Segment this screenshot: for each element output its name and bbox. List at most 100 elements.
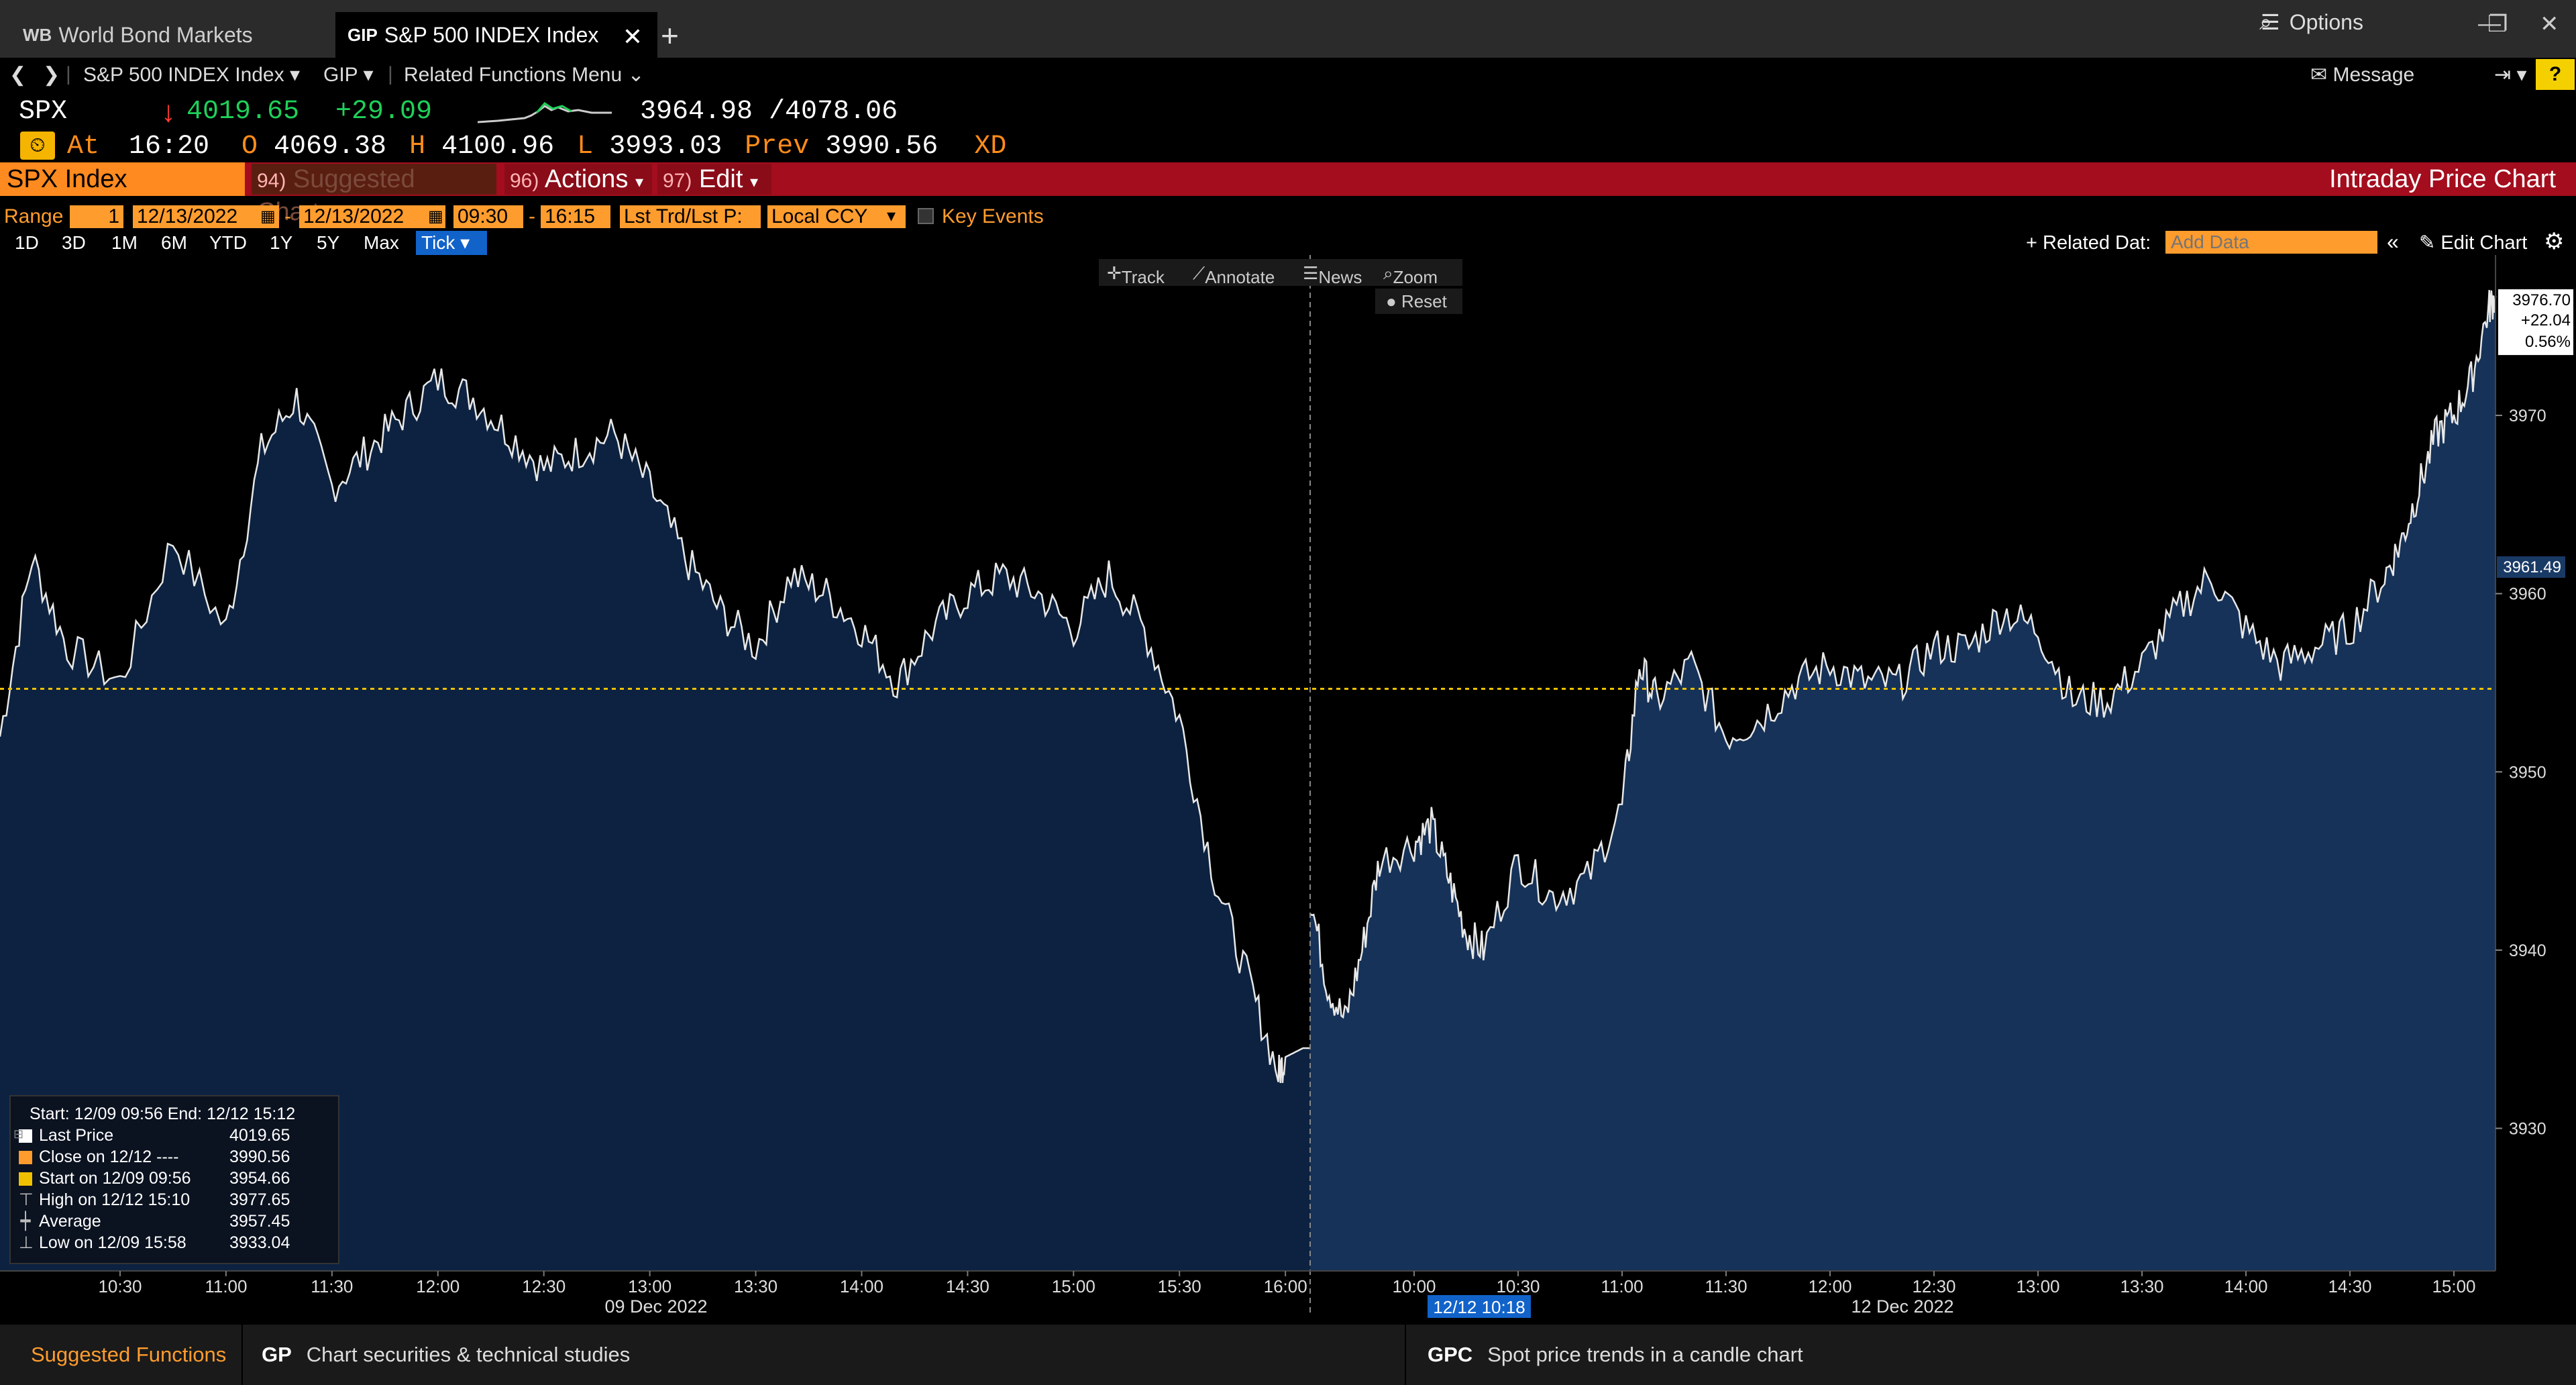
- period-tick-selected[interactable]: Tick ▾: [416, 231, 487, 255]
- edit-chart-button[interactable]: ✎ Edit Chart: [2419, 231, 2527, 255]
- x-tick-label: 12:30: [1912, 1276, 1955, 1296]
- add-tab-icon[interactable]: +: [661, 18, 679, 53]
- options-label: Options: [2289, 9, 2363, 34]
- tab-world-bond-markets[interactable]: WB World Bond Markets: [0, 12, 335, 58]
- period-5y[interactable]: 5Y: [317, 232, 340, 253]
- export-icon[interactable]: ⇥ ▾: [2494, 64, 2527, 86]
- security-box[interactable]: SPX Index: [0, 162, 245, 196]
- crosshair-time-label: 12/12 10:18: [1433, 1297, 1525, 1317]
- zoom-button[interactable]: ⌕ Zoom: [1383, 263, 1438, 287]
- legend-row-high[interactable]: ⊤ High on 12/12 15:10: [19, 1189, 190, 1211]
- y-tick-label: 3950: [2509, 763, 2546, 782]
- start-time-field[interactable]: 09:30: [453, 205, 523, 228]
- price-series: [0, 290, 2497, 1272]
- gear-icon[interactable]: ⚙: [2544, 229, 2565, 254]
- legend-row-last-price[interactable]: Last Price: [19, 1125, 113, 1146]
- actions-button[interactable]: 96) Actions ▾: [504, 164, 652, 195]
- x-tick-label: 14:00: [2224, 1276, 2267, 1296]
- x-tick-label: 15:30: [1158, 1276, 1201, 1296]
- currency-selector[interactable]: Local CCY: [767, 205, 906, 228]
- close-icon[interactable]: ✕: [622, 23, 643, 50]
- legend-row-close[interactable]: Close on 12/12 ----: [19, 1146, 178, 1168]
- period-1m[interactable]: 1M: [111, 232, 138, 253]
- legend-row-start[interactable]: Start on 12/09 09:56: [19, 1168, 191, 1189]
- period-6m[interactable]: 6M: [161, 232, 187, 253]
- help-button[interactable]: ?: [2536, 59, 2575, 90]
- related-data-button[interactable]: + Related Dat:: [2026, 232, 2151, 254]
- period-ytd[interactable]: YTD: [209, 232, 247, 253]
- news-button[interactable]: ☰ News: [1303, 263, 1362, 287]
- end-date-field[interactable]: 12/13/2022: [299, 205, 445, 228]
- reset-button[interactable]: ● Reset: [1375, 289, 1462, 314]
- price-line-day1: [0, 368, 1310, 1084]
- average-marker-icon: ┿: [20, 1212, 31, 1231]
- legend-value: 3954.66: [229, 1169, 290, 1188]
- minimize-icon[interactable]: —: [2478, 11, 2501, 36]
- legend-swatch: [19, 1129, 32, 1143]
- suggested-functions-label[interactable]: Suggested Functions: [0, 1325, 241, 1385]
- period-1d[interactable]: 1D: [15, 232, 39, 253]
- currency-label: Local CCY: [771, 205, 868, 227]
- legend-row-average[interactable]: ┿ Average: [19, 1211, 101, 1232]
- price-line-day2: [1309, 290, 2497, 1019]
- x-tick-label: 10:30: [1496, 1276, 1540, 1296]
- add-data-input[interactable]: [2165, 231, 2377, 254]
- suggested-charts-button[interactable]: 94) Suggested Charts: [252, 164, 496, 226]
- at-label: At: [67, 132, 100, 162]
- back-icon[interactable]: ❮: [9, 64, 27, 86]
- legend-label: Close on 12/12 ----: [39, 1147, 179, 1166]
- security-selector[interactable]: S&P 500 INDEX Index ▾: [83, 64, 301, 86]
- start-date-field[interactable]: 12/13/2022: [133, 205, 279, 228]
- key-events-checkbox[interactable]: [918, 208, 934, 224]
- x-tick-label: 11:00: [205, 1276, 247, 1296]
- x-tick-label: 10:30: [98, 1276, 142, 1296]
- x-tick-label: 12:00: [416, 1276, 460, 1296]
- calendar-icon[interactable]: ▦: [260, 207, 276, 225]
- end-time-field[interactable]: 16:15: [541, 205, 610, 228]
- range-count-field[interactable]: 1: [70, 205, 123, 228]
- related-data-label: Related Dat:: [2043, 232, 2151, 254]
- options-menu[interactable]: ☰ Options: [2261, 9, 2363, 35]
- x-axis: 10:30 11:00 11:30 12:00 12:30 13:00 13:30 14:00…: [98, 1271, 2476, 1296]
- x-tick-label: 12:00: [1808, 1276, 1851, 1296]
- period-1y[interactable]: 1Y: [270, 232, 293, 253]
- legend-value: 3990.56: [229, 1147, 290, 1166]
- annotate-label: Annotate: [1205, 267, 1275, 287]
- track-label: Track: [1121, 267, 1165, 287]
- related-functions-menu[interactable]: Related Functions Menu ⌄: [404, 64, 645, 86]
- legend-value: 3933.04: [229, 1233, 290, 1252]
- security-label: S&P 500 INDEX Index: [83, 64, 284, 86]
- legend-value: 4019.65: [229, 1126, 290, 1145]
- range-label: Range: [4, 205, 64, 227]
- intraday-price-chart[interactable]: 3930 3940 3950 3960 3970 10:30 11:00 11:30 12:0…: [0, 255, 2576, 1318]
- last-price-marker: [2498, 289, 2573, 356]
- close-window-icon[interactable]: ✕: [2540, 11, 2559, 37]
- legend-row-low[interactable]: ⊥ Low on 12/09 15:58: [19, 1232, 186, 1253]
- period-max[interactable]: Max: [364, 232, 399, 253]
- legend-label: Average: [39, 1212, 101, 1231]
- x-tick-label: 11:30: [311, 1276, 353, 1296]
- track-button[interactable]: ✛ Track: [1107, 263, 1165, 287]
- search-icon[interactable]: ⌕: [2259, 9, 2273, 35]
- restore-window-icon[interactable]: ❐: [2487, 11, 2508, 37]
- edit-button[interactable]: 97) Edit ▾: [657, 164, 771, 195]
- chart-legend[interactable]: Start: 12/09 09:56 End: 12/12 15:12 Last…: [9, 1095, 339, 1264]
- collapse-icon[interactable]: «: [2387, 229, 2399, 254]
- annotate-button[interactable]: ⟋ Annotate: [1193, 263, 1275, 287]
- message-button[interactable]: ✉ Message: [2310, 63, 2414, 87]
- prev-label: Prev: [745, 132, 810, 162]
- high-label: H: [409, 132, 426, 162]
- period-3d[interactable]: 3D: [62, 232, 86, 253]
- x-tick-label: 12:30: [522, 1276, 566, 1296]
- function-gpc[interactable]: GPC Spot price trends in a candle chart: [1428, 1343, 1803, 1366]
- field-selector[interactable]: Lst Trd/Lst P:: [620, 205, 761, 228]
- suggested-functions-bar: [0, 1325, 2576, 1385]
- market-status-icon[interactable]: ⏲: [20, 132, 55, 160]
- calendar-icon[interactable]: ▦: [428, 207, 443, 225]
- tab-sp500-index[interactable]: GIP S&P 500 INDEX Index ✕: [335, 12, 657, 58]
- forward-icon[interactable]: ❯: [43, 64, 60, 86]
- function-selector[interactable]: GIP ▾: [323, 64, 374, 86]
- function-gp[interactable]: GP Chart securities & technical studies: [262, 1343, 631, 1366]
- low-value: 3993.03: [609, 132, 722, 162]
- y-tick-label: 3960: [2509, 585, 2546, 604]
